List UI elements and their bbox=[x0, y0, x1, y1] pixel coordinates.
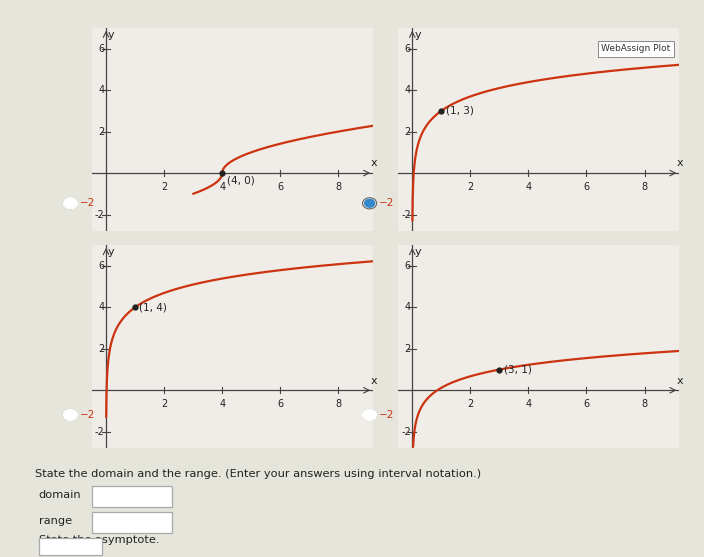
Text: y: y bbox=[415, 247, 421, 257]
Text: 4: 4 bbox=[405, 302, 411, 312]
Text: 6: 6 bbox=[405, 261, 411, 271]
Text: 4: 4 bbox=[525, 399, 532, 409]
Text: 6: 6 bbox=[99, 43, 105, 53]
Text: State the asymptote.: State the asymptote. bbox=[39, 535, 159, 545]
Text: -2: -2 bbox=[95, 209, 105, 219]
Text: 8: 8 bbox=[641, 182, 648, 192]
Text: x: x bbox=[370, 376, 377, 386]
Text: 6: 6 bbox=[99, 261, 105, 271]
Text: -2: -2 bbox=[95, 427, 105, 437]
Text: 2: 2 bbox=[405, 344, 411, 354]
Text: 8: 8 bbox=[641, 399, 648, 409]
Text: 2: 2 bbox=[161, 399, 168, 409]
Text: y: y bbox=[108, 247, 115, 257]
Text: 2: 2 bbox=[467, 182, 474, 192]
Text: −2: −2 bbox=[80, 198, 95, 208]
Text: −2: −2 bbox=[379, 410, 394, 420]
Text: 4: 4 bbox=[525, 182, 532, 192]
Text: -2: -2 bbox=[401, 427, 411, 437]
Text: 6: 6 bbox=[584, 399, 589, 409]
Text: State the domain and the range. (Enter your answers using interval notation.): State the domain and the range. (Enter y… bbox=[35, 469, 482, 479]
Text: domain: domain bbox=[39, 490, 82, 500]
Text: 4: 4 bbox=[219, 399, 225, 409]
Text: (4, 0): (4, 0) bbox=[227, 175, 254, 185]
Text: x: x bbox=[677, 159, 683, 169]
Text: 2: 2 bbox=[405, 126, 411, 136]
Text: y: y bbox=[108, 30, 115, 40]
Text: (3, 1): (3, 1) bbox=[504, 364, 532, 374]
Text: range: range bbox=[39, 516, 72, 526]
Text: y: y bbox=[415, 30, 421, 40]
Text: 6: 6 bbox=[277, 182, 283, 192]
Text: -2: -2 bbox=[401, 209, 411, 219]
Text: 4: 4 bbox=[99, 85, 105, 95]
Text: 2: 2 bbox=[161, 182, 168, 192]
Text: (1, 4): (1, 4) bbox=[139, 302, 168, 312]
Text: 8: 8 bbox=[335, 182, 341, 192]
Text: 2: 2 bbox=[99, 344, 105, 354]
Text: 4: 4 bbox=[219, 182, 225, 192]
Text: WebAssign Plot: WebAssign Plot bbox=[601, 45, 671, 53]
Text: 4: 4 bbox=[99, 302, 105, 312]
Text: 6: 6 bbox=[405, 43, 411, 53]
Text: x: x bbox=[677, 376, 683, 386]
Text: 4: 4 bbox=[405, 85, 411, 95]
Text: (0,∞): (0,∞) bbox=[117, 490, 147, 503]
Text: (1, 3): (1, 3) bbox=[446, 106, 474, 116]
Text: −2: −2 bbox=[379, 198, 394, 208]
Text: x: x bbox=[370, 159, 377, 169]
Text: 8: 8 bbox=[335, 399, 341, 409]
Text: 2: 2 bbox=[467, 399, 474, 409]
Text: 6: 6 bbox=[277, 399, 283, 409]
Text: 2: 2 bbox=[99, 126, 105, 136]
Text: 6: 6 bbox=[584, 182, 589, 192]
Text: −2: −2 bbox=[80, 410, 95, 420]
